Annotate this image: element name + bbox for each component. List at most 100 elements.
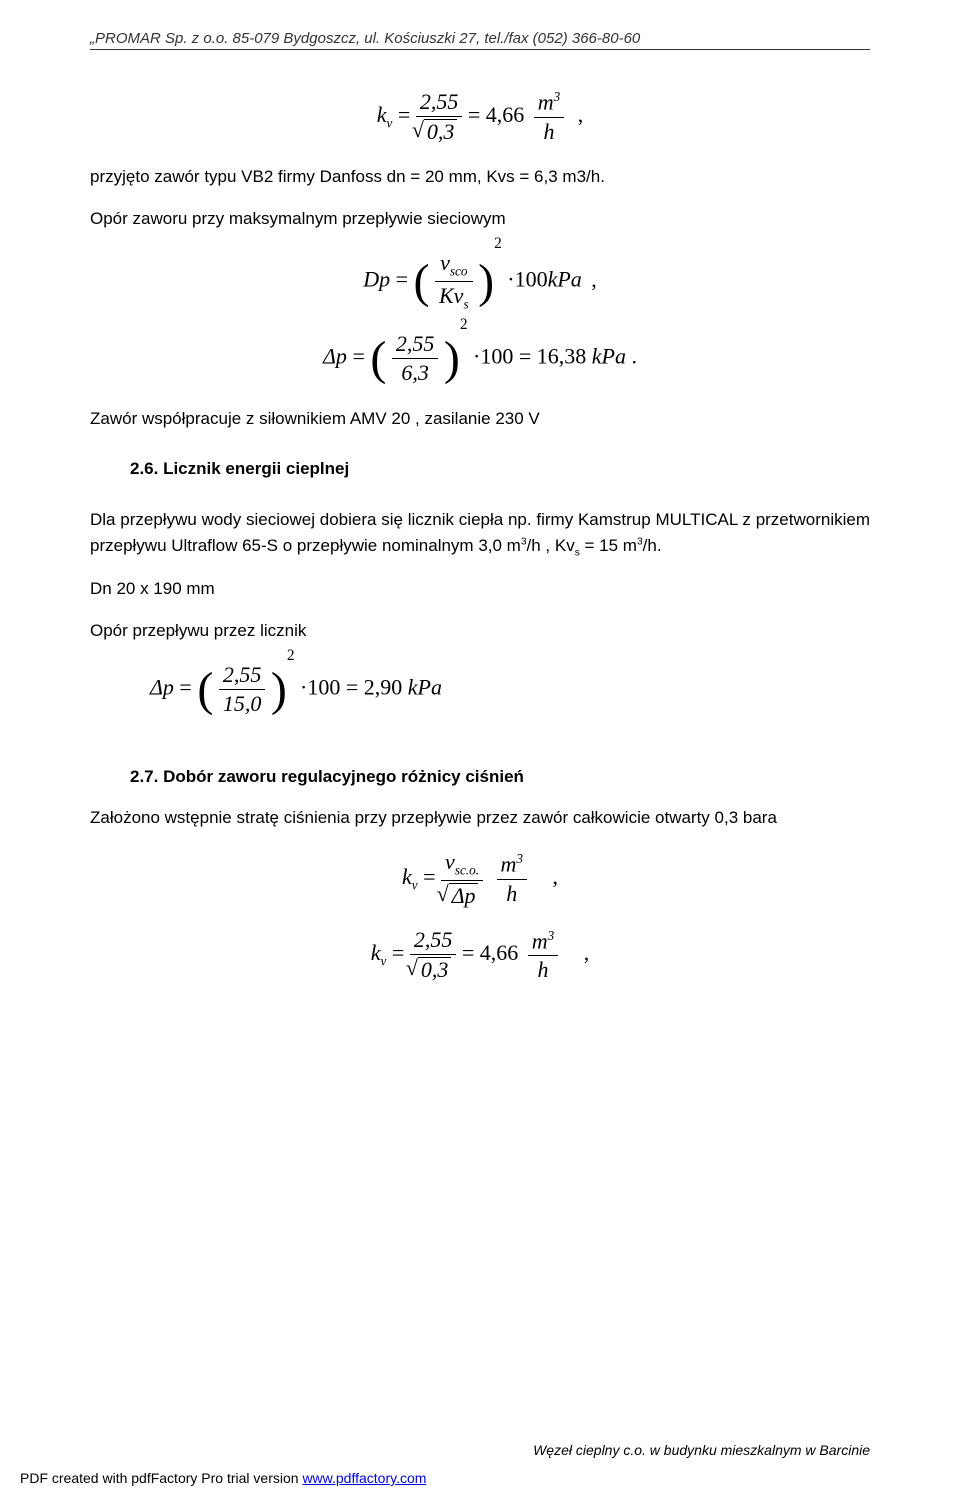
page-header: „PROMAR Sp. z o.o. 85-079 Bydgoszcz, ul.…	[90, 30, 870, 50]
kv3-sqrt-val: 0,3	[421, 957, 449, 982]
kv3-unit: m3 h	[528, 929, 558, 983]
kv1-m3: 3	[554, 89, 561, 104]
eq8: =	[462, 940, 480, 965]
kv3-m3: 3	[548, 928, 555, 943]
kv1-frac: 2,55 0,3	[416, 90, 463, 144]
formula-dp2: Δp = ( 2,55 6,3 )2 ·100 = 16,38 kPa .	[90, 332, 870, 385]
p4d: /h.	[643, 536, 662, 555]
dp3-mid: ·100 = 2,90	[300, 675, 402, 700]
kv2-m: m	[501, 852, 517, 877]
kv1-sub: v	[387, 116, 393, 131]
dp2-lhs: Δp	[323, 344, 347, 369]
formula-kv2: kv = vsc.o. Δp m3 h ,	[90, 850, 870, 908]
dp2-lp: (	[370, 340, 386, 378]
kv3-unit-den: h	[528, 956, 558, 982]
kv3-den: 0,3	[410, 955, 457, 982]
para-2: Opór zaworu przy maksymalnym przepływie …	[90, 206, 870, 232]
dp3-lhs: Δp	[150, 675, 174, 700]
dp2-unit: kPa	[592, 344, 626, 369]
kv1-sqrt: 0,3	[424, 119, 458, 144]
kv1-unit: m3 h	[534, 90, 564, 144]
footer-text: PDF created with pdfFactory Pro trial ve…	[20, 1470, 302, 1486]
kv2-vsub: sc.o.	[455, 863, 479, 878]
dp1-tail: ·100	[507, 267, 547, 292]
dp1-kv: Kv	[439, 283, 463, 308]
section-2-6: 2.6. Licznik energii cieplnej	[130, 459, 870, 479]
dp3-unit-wrap: kPa	[408, 675, 442, 700]
dp1-vsub: sco	[450, 264, 468, 279]
kv3-sqrt: 0,3	[418, 957, 452, 982]
dp3-num: 2,55	[219, 663, 266, 690]
eq2: =	[468, 102, 486, 127]
dp1-rp: )	[478, 263, 494, 301]
dp1-num: vsco	[435, 251, 473, 282]
formula-kv1: kv = 2,55 0,3 = 4,66 m3 h ,	[90, 90, 870, 144]
dp2-exp: 2	[460, 316, 468, 333]
kv2-sqrt: Δp	[449, 883, 479, 908]
kv3-num: 2,55	[410, 928, 457, 955]
dp2-kpa: kPa	[592, 344, 626, 369]
kv3-tail: ,	[584, 940, 590, 965]
dp3-den: 15,0	[219, 690, 266, 716]
kv2-unit: m3 h	[497, 852, 527, 906]
formula-kv3: kv = 2,55 0,3 = 4,66 m3 h ,	[90, 928, 870, 982]
para-6: Opór przepływu przez licznik	[90, 618, 870, 644]
dp1-lp: (	[414, 263, 430, 301]
kv1-m: m	[538, 90, 554, 115]
formula-dp1: Dp = ( vsco Kvs )2 ·100kPa ,	[90, 251, 870, 312]
para-1: przyjęto zawór typu VB2 firmy Danfoss dn…	[90, 164, 870, 190]
kv3-m: m	[532, 928, 548, 953]
kv3-sub: v	[381, 954, 387, 969]
kv3-unit-num: m3	[528, 929, 558, 957]
kv1-result: 4,66	[486, 102, 525, 127]
kv2-unit-num: m3	[497, 852, 527, 880]
para-4: Dla przepływu wody sieciowej dobiera się…	[90, 507, 870, 560]
p4c: = 15 m	[580, 536, 637, 555]
dp2-den: 6,3	[392, 359, 439, 385]
p4a: Dla przepływu wody sieciowej dobiera się…	[90, 510, 870, 555]
footer-link[interactable]: www.pdffactory.com	[302, 1470, 426, 1486]
dp1-exp: 2	[494, 235, 502, 252]
kv1-num: 2,55	[416, 90, 463, 117]
kv2-lhs: k	[402, 864, 412, 889]
kv2-frac: vsc.o. Δp	[441, 850, 483, 908]
kv1-unit-den: h	[534, 118, 564, 144]
dp1-tail2: ,	[591, 267, 597, 292]
para-3: Zawór współpracuje z siłownikiem AMV 20 …	[90, 406, 870, 432]
kv2-sub: v	[412, 878, 418, 893]
dp2-mid: ·100 = 16,38	[473, 344, 586, 369]
dp1-lhs: Dp	[363, 267, 390, 292]
dp2-tail: .	[626, 344, 637, 369]
eq3: =	[396, 267, 414, 292]
kv3-result: 4,66	[480, 940, 519, 965]
kv2-den: Δp	[441, 881, 483, 908]
dp3-exp: 2	[287, 647, 295, 664]
dp1-frac: vsco Kvs	[435, 251, 473, 312]
dp3-lp: (	[197, 671, 213, 709]
kv1-unit-num: m3	[534, 90, 564, 118]
kv3-lhs: k	[371, 940, 381, 965]
dp3-unit: kPa	[408, 675, 442, 700]
dp1-unit: kPa	[548, 267, 582, 292]
dp3-rp: )	[271, 671, 287, 709]
p4b: /h , Kv	[527, 536, 575, 555]
kv2-sqrt-val: Δp	[452, 883, 476, 908]
footer-left: PDF created with pdfFactory Pro trial ve…	[20, 1470, 426, 1486]
eq5: =	[179, 675, 197, 700]
kv1-lhs: k	[377, 102, 387, 127]
section-2-7: 2.7. Dobór zaworu regulacyjnego różnicy …	[130, 767, 870, 787]
kv1-sqrt-val: 0,3	[427, 119, 455, 144]
dp2-num: 2,55	[392, 332, 439, 359]
kv2-unit-den: h	[497, 880, 527, 906]
dp2-frac: 2,55 6,3	[392, 332, 439, 385]
dp2-rp: )	[444, 340, 460, 378]
formula-dp3: Δp = ( 2,55 15,0 )2 ·100 = 2,90 kPa	[150, 663, 870, 716]
dp1-v: v	[440, 250, 450, 275]
dp1-kvsub: s	[463, 297, 468, 312]
kv2-num: vsc.o.	[441, 850, 483, 881]
para-7: Założono wstępnie stratę ciśnienia przy …	[90, 805, 870, 831]
kv1-den: 0,3	[416, 117, 463, 144]
kv3-frac: 2,55 0,3	[410, 928, 457, 982]
para-5: Dn 20 x 190 mm	[90, 576, 870, 602]
dp1-den: Kvs	[435, 282, 473, 312]
